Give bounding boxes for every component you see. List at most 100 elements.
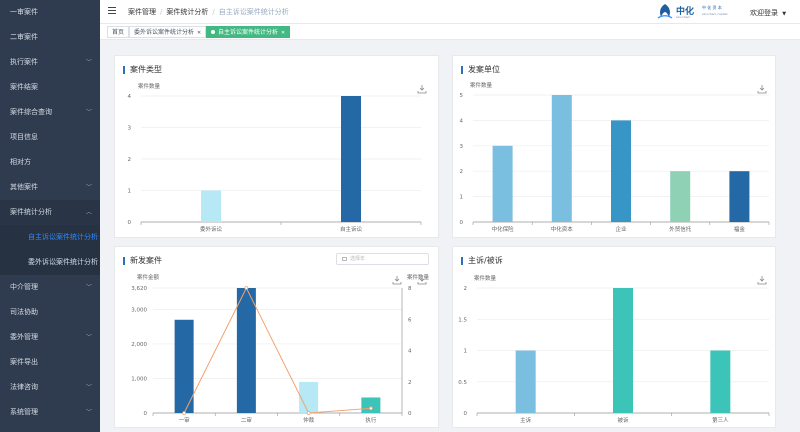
x-tick-label: 企业 bbox=[615, 225, 627, 233]
sidebar-item[interactable]: 司法协助 bbox=[0, 300, 100, 325]
y-tick-label: 0 bbox=[460, 220, 464, 226]
x-tick-label: 第三人 bbox=[712, 416, 729, 424]
user-menu[interactable]: 欢迎登录 ▼ bbox=[750, 8, 786, 18]
plaintiff-chart: 案件数量 0 0.5 1 1.5 2 主诉 被诉 第三人 bbox=[458, 274, 770, 424]
tag-label: 首页 bbox=[112, 29, 125, 36]
y-tick-label-left: 3,000 bbox=[131, 307, 147, 313]
download-icon[interactable] bbox=[417, 276, 427, 285]
breadcrumb-item[interactable]: 案件统计分析 bbox=[166, 8, 209, 16]
download-icon[interactable] bbox=[392, 276, 402, 285]
sidebar-item[interactable]: 其他案件 ﹀ bbox=[0, 175, 100, 200]
sidebar-item[interactable]: 二审案件 bbox=[0, 25, 100, 50]
line-series bbox=[183, 286, 371, 414]
close-icon[interactable]: ✕ bbox=[197, 30, 202, 36]
line-point bbox=[182, 411, 187, 415]
sidebar-item-label: 系统管理 bbox=[10, 408, 38, 416]
sidebar-item-label: 自主诉讼案件统计分析 bbox=[28, 233, 98, 241]
bar bbox=[551, 95, 572, 222]
sidebar-subitem[interactable]: 委外诉讼案件统计分析 bbox=[0, 250, 100, 275]
sidebar-item-label: 项目信息 bbox=[10, 133, 38, 141]
tag-label: 自主诉讼案件统计分析 bbox=[218, 29, 279, 36]
x-tick-label: 外贸信托 bbox=[669, 225, 692, 233]
y-tick-label-left: 1,000 bbox=[131, 376, 147, 382]
y-axis-label: 案件数量 bbox=[138, 82, 161, 90]
logo-text: 中化 bbox=[676, 7, 695, 17]
tag-outsourced-analysis[interactable]: 委外诉讼案件统计分析 ✕ bbox=[129, 26, 207, 38]
sidebar-item[interactable]: 委外管理 ﹀ bbox=[0, 325, 100, 350]
y-tick-label: 1.5 bbox=[458, 317, 467, 323]
bar bbox=[515, 350, 536, 413]
card-title: 新发案件 bbox=[123, 257, 162, 265]
download-icon-path bbox=[417, 85, 427, 94]
logo-subtext: sinochem bbox=[676, 15, 691, 19]
y-tick-label: 4 bbox=[128, 94, 132, 100]
x-tick-label: 被诉 bbox=[617, 416, 629, 424]
line-point bbox=[244, 286, 249, 290]
x-tick-label: 中化保险 bbox=[492, 225, 515, 233]
sidebar-item-label: 案件综合查询 bbox=[10, 108, 52, 116]
x-tick-label: 委外诉讼 bbox=[200, 225, 223, 233]
sidebar-item[interactable]: 案件综合查询 ﹀ bbox=[0, 100, 100, 125]
tag-home[interactable]: 首页 bbox=[107, 26, 130, 38]
sidebar-item-label: 二审案件 bbox=[10, 33, 38, 41]
line-point bbox=[368, 406, 373, 411]
sidebar-item[interactable]: 一审案件 bbox=[0, 0, 100, 25]
sidebar-item[interactable]: 中介管理 ﹀ bbox=[0, 275, 100, 300]
sidebar-subitem[interactable]: 自主诉讼案件统计分析 bbox=[0, 225, 100, 250]
y-axis-label-right: 案件数量 bbox=[407, 273, 430, 281]
download-icon[interactable] bbox=[757, 85, 767, 94]
tag-self-analysis[interactable]: 自主诉讼案件统计分析 ✕ bbox=[206, 26, 291, 38]
bar bbox=[710, 350, 731, 413]
chevron-down-icon: ﹀ bbox=[85, 334, 92, 341]
company-logo: 中化 sinochem 中 化 资 本 sinochem capital bbox=[656, 3, 742, 21]
bar bbox=[729, 171, 750, 222]
year-picker-input[interactable]: 选择年 bbox=[336, 253, 429, 265]
y-tick-label: 4 bbox=[460, 118, 464, 124]
sidebar-item-label: 其他案件 bbox=[10, 183, 38, 191]
chevron-down-icon: ﹀ bbox=[85, 184, 92, 191]
card-title: 案件类型 bbox=[123, 66, 162, 74]
download-icon-path bbox=[417, 276, 427, 285]
bar bbox=[236, 288, 256, 413]
sidebar-item[interactable]: 执行案件 ﹀ bbox=[0, 50, 100, 75]
card-title: 发案单位 bbox=[461, 66, 500, 74]
sidebar-item[interactable]: 系统管理 ﹀ bbox=[0, 400, 100, 425]
sidebar-item-label: 中介管理 bbox=[10, 283, 38, 291]
top-header: 案件管理 / 案件统计分析 / 自主诉讼案件统计分析 中化 sinochem 中 化 资… bbox=[100, 0, 800, 24]
breadcrumb-separator: / bbox=[212, 8, 215, 16]
case-type-chart: 案件数量 0 1 2 3 4 委外诉讼 自主诉讼 bbox=[128, 82, 427, 233]
sidebar-item[interactable]: 项目信息 bbox=[0, 125, 100, 150]
sidebar-item[interactable]: 相对方 bbox=[0, 150, 100, 175]
sidebar-item[interactable]: 案件统计分析 ︿ bbox=[0, 200, 100, 225]
bar bbox=[611, 120, 631, 222]
welcome-text: 欢迎登录 bbox=[750, 9, 778, 17]
hamburger-menu-icon[interactable] bbox=[108, 7, 116, 16]
sidebar-item-label: 委外诉讼案件统计分析 bbox=[28, 258, 98, 266]
x-tick-label: 仲裁 bbox=[303, 416, 315, 424]
chart-card-new-cases: 新发案件 选择年 案件金额 案件数量 0 1,000 2,000 3,000 3,620 0 2… bbox=[114, 246, 439, 428]
x-tick-label: 中化资本 bbox=[551, 225, 574, 233]
y-tick-label-right: 6 bbox=[408, 317, 412, 323]
breadcrumb-current: 自主诉讼案件统计分析 bbox=[218, 8, 289, 16]
chevron-down-icon: ﹀ bbox=[85, 409, 92, 416]
sidebar-item-label: 案件导出 bbox=[10, 358, 38, 366]
logo-capital-subtext: sinochem capital bbox=[702, 12, 728, 16]
sidebar-item[interactable]: 法律咨询 ﹀ bbox=[0, 375, 100, 400]
line-point bbox=[306, 411, 311, 415]
y-tick-label: 1 bbox=[464, 349, 468, 355]
sidebar-item[interactable]: 案件结案 bbox=[0, 75, 100, 100]
sidebar-item-label: 司法协助 bbox=[10, 308, 38, 316]
x-tick-label: 福金 bbox=[734, 225, 746, 233]
y-tick-label-left: 3,620 bbox=[131, 286, 147, 292]
breadcrumb-item[interactable]: 案件管理 bbox=[128, 8, 156, 16]
bar bbox=[174, 319, 194, 413]
issuer-chart: 案件数量 0 1 2 3 4 5 中化保险 中化资本 企业 外贸信托 福金 bbox=[460, 81, 770, 233]
sidebar-item-label: 执行案件 bbox=[10, 58, 38, 66]
download-icon[interactable] bbox=[417, 85, 427, 94]
close-icon[interactable]: ✕ bbox=[281, 30, 286, 36]
download-icon[interactable] bbox=[757, 276, 767, 285]
sidebar-item-label: 委外管理 bbox=[10, 333, 38, 341]
chevron-down-icon: ﹀ bbox=[85, 109, 92, 116]
sidebar-item[interactable]: 案件导出 bbox=[0, 350, 100, 375]
y-axis-label: 案件数量 bbox=[470, 81, 493, 89]
